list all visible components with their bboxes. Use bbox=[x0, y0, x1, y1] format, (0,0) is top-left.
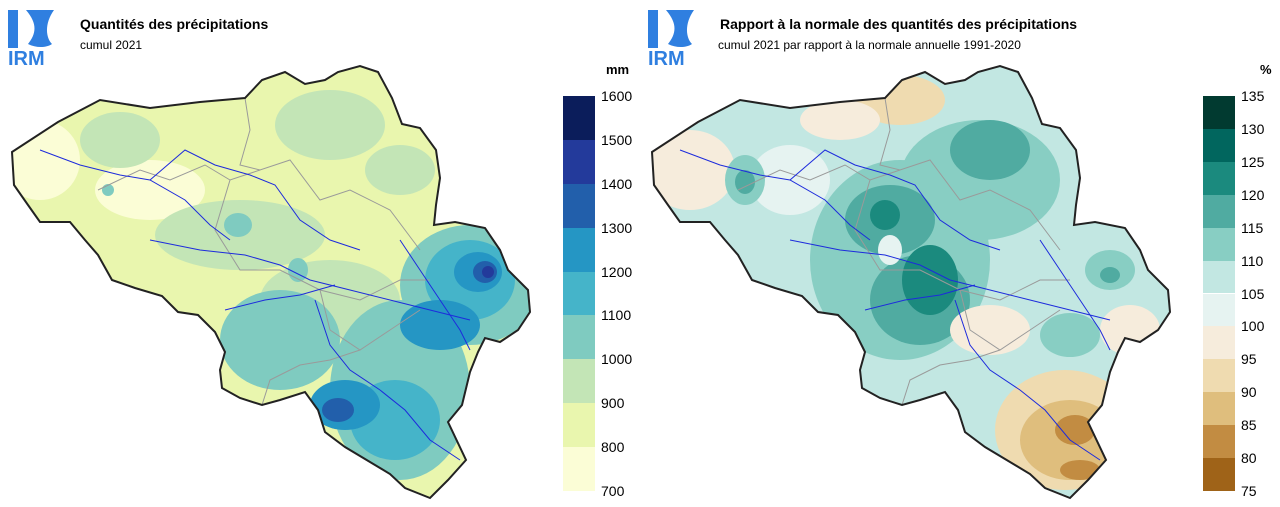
rivers bbox=[39, 149, 471, 461]
legend-swatch bbox=[1203, 260, 1235, 294]
logo-text: IRM bbox=[8, 48, 45, 70]
precipitation-legend: 1600 1500 1400 1300 1200 1100 1000 900 800 700 bbox=[563, 89, 640, 499]
legend-swatch bbox=[563, 271, 595, 316]
precipitation-map bbox=[11, 65, 531, 499]
right-panel: IRM Rapport à la normale des quantités d… bbox=[640, 0, 1280, 507]
legend-swatch bbox=[563, 227, 595, 272]
map-title: Rapport à la normale des quantités des p… bbox=[720, 16, 1078, 32]
legend-swatch bbox=[563, 96, 595, 140]
ratio-map bbox=[651, 65, 1171, 499]
irm-logo: IRM bbox=[6, 4, 58, 72]
legend-unit: % bbox=[1260, 62, 1272, 77]
legend-swatch bbox=[1203, 293, 1235, 327]
legend-swatch bbox=[563, 183, 595, 228]
logo-text: IRM bbox=[648, 48, 685, 70]
legend-swatch bbox=[1203, 458, 1235, 491]
province-borders bbox=[97, 97, 430, 406]
precipitation-fill bbox=[12, 66, 530, 498]
legend-tick-label: 1100 bbox=[601, 307, 632, 324]
legend-tick-label: 1200 bbox=[601, 263, 633, 280]
legend-swatch bbox=[1203, 161, 1235, 195]
legend-tick-label: 75 bbox=[1241, 483, 1257, 499]
legend-swatch bbox=[1203, 194, 1235, 228]
legend-swatch bbox=[563, 403, 595, 448]
legend-tick-label: 110 bbox=[1241, 252, 1264, 269]
legend-tick-label: 1000 bbox=[601, 351, 633, 368]
legend-tick-label: 1400 bbox=[601, 175, 633, 192]
legend-tick-label: 90 bbox=[1241, 384, 1257, 401]
legend-tick-label: 95 bbox=[1241, 351, 1257, 368]
legend-swatch bbox=[563, 315, 595, 360]
legend-swatch bbox=[563, 447, 595, 491]
legend-tick-label: 100 bbox=[1241, 318, 1265, 335]
province-borders bbox=[737, 97, 1070, 406]
legend-tick-label: 80 bbox=[1241, 450, 1257, 467]
legend-unit: mm bbox=[606, 62, 630, 77]
legend-tick-label: 115 bbox=[1241, 219, 1264, 236]
ratio-legend: 135 130 125 120 115 110 105 100 95 90 85 80 75 bbox=[1203, 89, 1280, 499]
map-subtitle: cumul 2021 par rapport à la normale annu… bbox=[718, 38, 1021, 52]
legend-swatch bbox=[1203, 425, 1235, 459]
legend-tick-label: 800 bbox=[601, 439, 625, 456]
legend-tick-label: 135 bbox=[1241, 88, 1265, 104]
legend-tick-label: 1600 bbox=[601, 88, 633, 104]
irm-emblem bbox=[648, 10, 694, 48]
legend-swatch bbox=[1203, 128, 1235, 162]
rivers bbox=[679, 149, 1111, 461]
legend-swatch bbox=[1203, 96, 1235, 129]
legend-swatch bbox=[1203, 326, 1235, 360]
legend-tick-label: 105 bbox=[1241, 285, 1265, 302]
legend-tick-label: 125 bbox=[1241, 153, 1265, 170]
legend-tick-label: 85 bbox=[1241, 417, 1257, 434]
ratio-fill bbox=[652, 66, 1170, 498]
legend-tick-label: 900 bbox=[601, 395, 625, 412]
map-title: Quantités des précipitations bbox=[80, 16, 269, 32]
legend-tick-label: 700 bbox=[601, 483, 625, 499]
legend-tick-label: 1500 bbox=[601, 131, 633, 148]
legend-swatch bbox=[563, 139, 595, 184]
legend-swatch bbox=[1203, 359, 1235, 393]
legend-swatch bbox=[1203, 227, 1235, 261]
map-subtitle: cumul 2021 bbox=[80, 38, 143, 52]
legend-tick-label: 120 bbox=[1241, 186, 1265, 203]
legend-tick-label: 1300 bbox=[601, 219, 633, 236]
legend-swatch bbox=[1203, 392, 1235, 426]
irm-emblem bbox=[8, 10, 54, 48]
irm-logo: IRM bbox=[646, 4, 698, 72]
left-panel: IRM Quantités des précipitations cumul 2… bbox=[6, 4, 640, 499]
legend-tick-label: 130 bbox=[1241, 120, 1265, 137]
legend-swatch bbox=[563, 359, 595, 404]
